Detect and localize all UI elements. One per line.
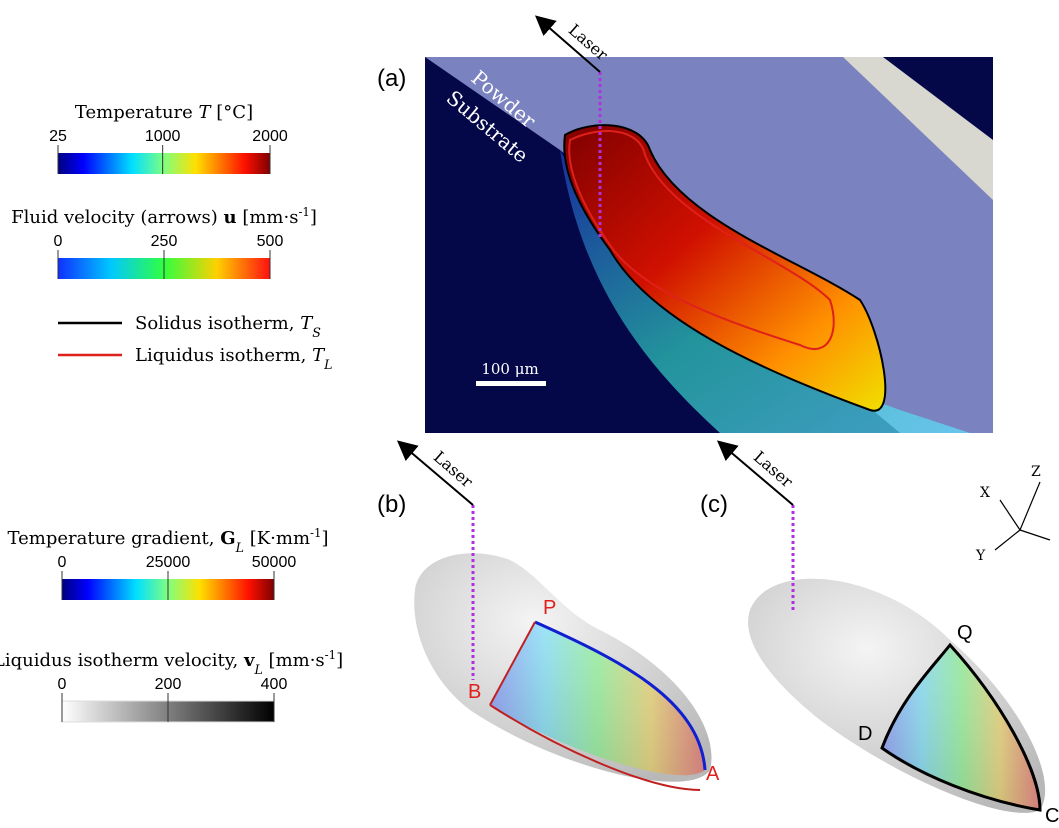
scale-bar	[476, 381, 546, 386]
tick-label: 50000	[252, 554, 297, 571]
laser-label: Laser	[750, 447, 797, 491]
text-part: [K·mm	[244, 528, 310, 549]
tick-label: 0	[58, 554, 67, 571]
point-label: P	[543, 597, 556, 619]
axis-y2	[1019, 529, 1051, 541]
panel-b: Laser (b) P B A	[377, 440, 720, 791]
heat-halo	[560, 150, 970, 433]
text-part: Fluid velocity (arrows)	[11, 207, 223, 228]
panel-a: Laser (a) Powder Substrate 100 μm	[377, 15, 993, 433]
text-part: -1	[325, 648, 336, 662]
text-part: [°C]	[211, 102, 254, 123]
rich-text: Solidus isotherm, TS	[135, 313, 321, 340]
axis-label: Z	[1031, 464, 1041, 480]
text-part: ]	[310, 207, 317, 228]
rich-text: Fluid velocity (arrows) u [mm·s-1]	[11, 205, 317, 228]
text-part: [mm·s	[263, 650, 325, 671]
text-part: S	[312, 325, 321, 340]
text-part: Solidus isotherm,	[135, 313, 300, 334]
point-label: D	[858, 723, 872, 745]
powder-top	[843, 57, 993, 200]
point-label: C	[1045, 805, 1059, 827]
axis-z	[1019, 481, 1041, 531]
tick-label: 500	[257, 233, 284, 250]
top-edge	[534, 620, 707, 771]
axis-y	[994, 529, 1021, 551]
laser-arrow	[716, 440, 794, 506]
point-label: B	[468, 681, 481, 703]
text-part: L	[253, 662, 262, 677]
tick-label: 25000	[146, 554, 191, 571]
text-part: Temperature	[75, 102, 199, 123]
text-part: u	[224, 207, 237, 228]
text-part: L	[323, 357, 332, 372]
point-label: A	[706, 763, 720, 785]
text-part: T	[300, 313, 314, 334]
panel-label: (b)	[377, 491, 406, 518]
text-part: ]	[336, 650, 343, 671]
panel-label: (c)	[700, 491, 728, 518]
tick-label: 2000	[252, 128, 288, 145]
text-part: -1	[298, 205, 309, 219]
text-part: -1	[310, 526, 321, 540]
laser-arrow	[534, 15, 601, 73]
tick-label: 25	[49, 128, 67, 145]
rich-text: Liquidus isotherm, TL	[135, 345, 332, 372]
rich-text: Liquidus isotherm velocity, vL [mm·s-1]	[0, 648, 343, 677]
scale-label: 100 μm	[481, 360, 538, 378]
text-part: T	[312, 345, 326, 366]
axis-label: X	[980, 485, 990, 501]
text-part: Liquidus isotherm velocity,	[0, 650, 244, 671]
tick-label: 0	[54, 233, 63, 250]
text-part: T	[199, 102, 213, 123]
axis-label: Y	[975, 548, 986, 564]
tick-label: 0	[58, 676, 67, 693]
text-part: Liquidus isotherm,	[135, 345, 312, 366]
side-edge	[489, 621, 536, 706]
text-part: ]	[321, 528, 328, 549]
rich-text: Temperature T [°C]	[75, 102, 253, 123]
arrow-field	[882, 645, 1040, 810]
axis-x	[999, 499, 1021, 531]
liquidus-line	[568, 130, 835, 350]
arrow-field	[490, 622, 705, 776]
panel-label: (a)	[377, 65, 406, 92]
point-label: Q	[957, 622, 973, 644]
text-part: [mm·s	[237, 207, 299, 228]
section-edge	[880, 642, 1042, 812]
tick-label: 400	[261, 676, 288, 693]
panel-c: Laser (c) Q D C	[700, 440, 1059, 827]
text-part: v	[243, 650, 255, 671]
melt-pool	[563, 124, 887, 412]
tick-label: 250	[151, 233, 178, 250]
tick-label: 200	[155, 676, 182, 693]
laser-arrow	[396, 440, 474, 506]
laser-label: Laser	[430, 447, 477, 491]
colorbar	[58, 153, 270, 174]
text-part: Temperature gradient,	[8, 528, 221, 549]
text-part: G	[220, 528, 235, 549]
rich-text: Temperature gradient, GL [K·mm-1]	[8, 526, 329, 555]
bottom-edge	[489, 704, 701, 791]
text-part: L	[235, 540, 244, 555]
axes-triad	[994, 481, 1051, 551]
tick-label: 1000	[145, 128, 181, 145]
